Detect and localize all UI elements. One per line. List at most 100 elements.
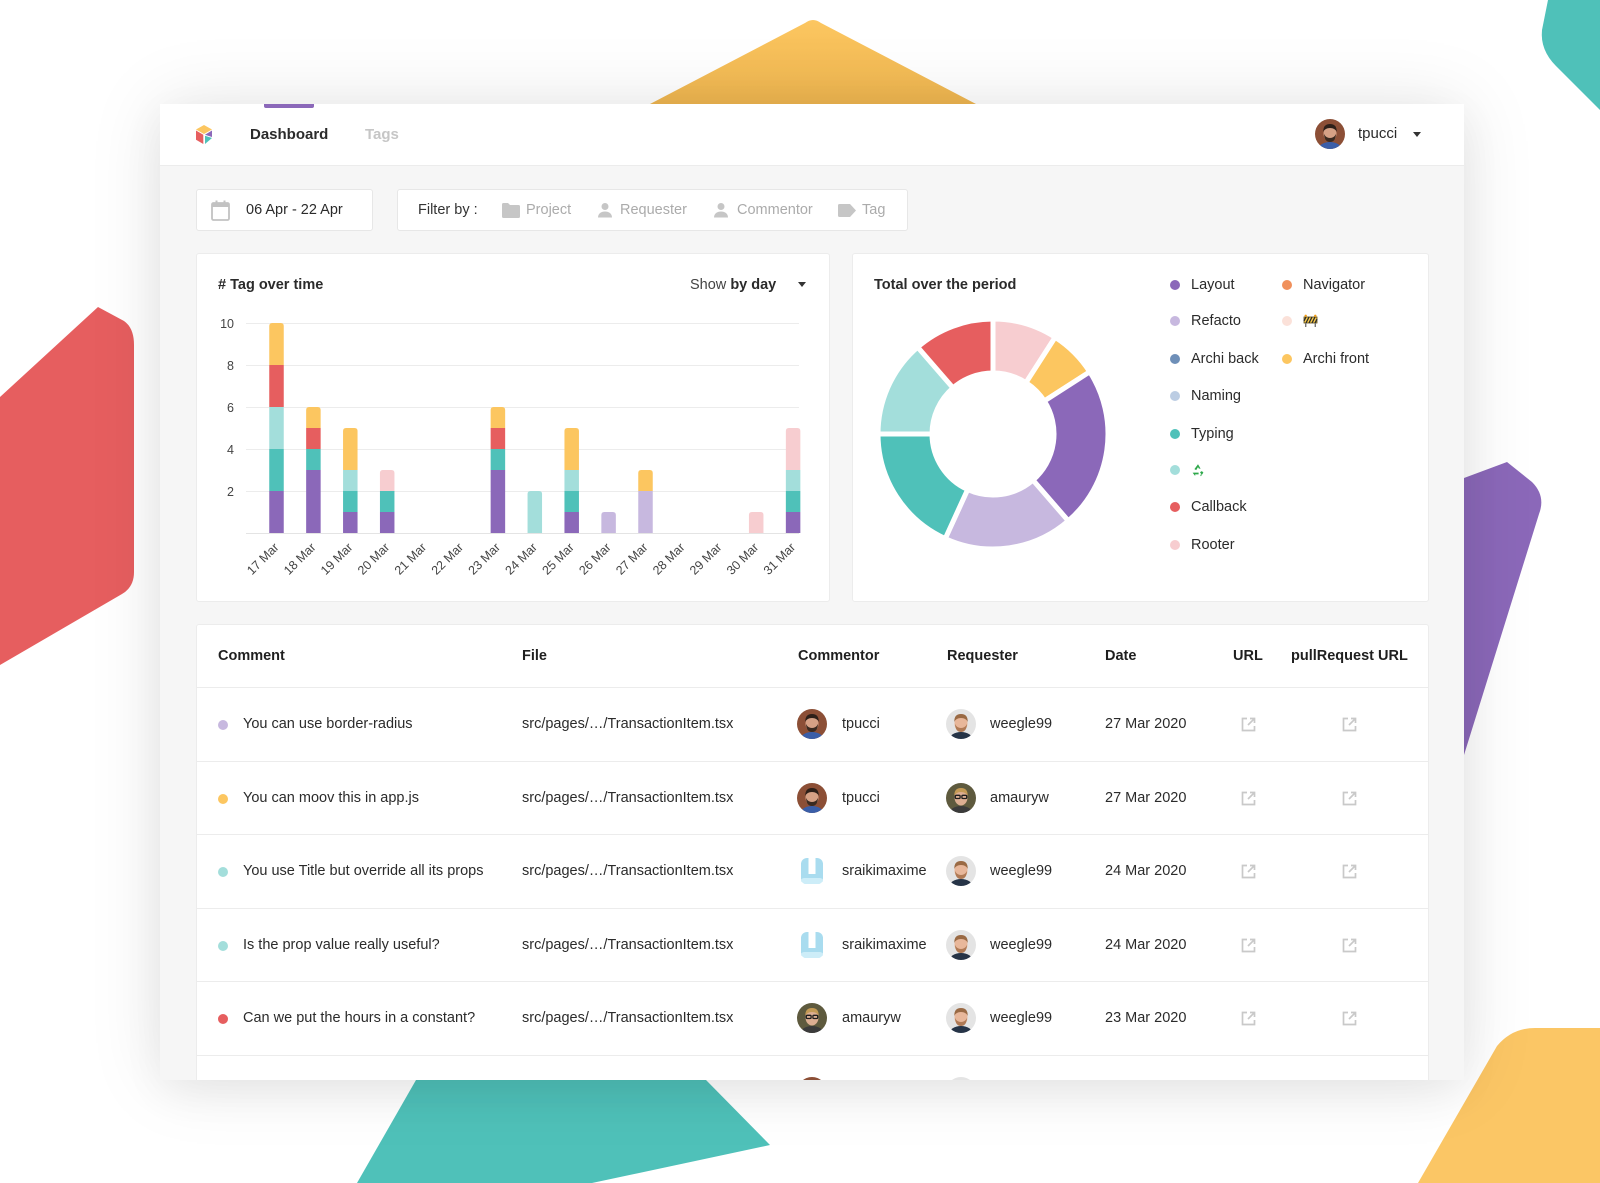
bar-segment[interactable]	[269, 365, 284, 407]
cube-logo-icon[interactable]	[194, 124, 214, 146]
bar-stack[interactable]	[379, 470, 395, 533]
legend-item[interactable]: Archi back	[1170, 349, 1280, 369]
table-row[interactable]: You can use border-radius src/pages/…/Tr…	[197, 687, 1428, 761]
bar-segment[interactable]	[306, 470, 321, 533]
donut-chart	[875, 316, 1111, 552]
bar-segment[interactable]	[379, 512, 395, 533]
external-link-icon[interactable]	[1341, 863, 1358, 880]
bar-segment[interactable]	[269, 407, 284, 449]
show-by-dropdown[interactable]: Show by day	[690, 275, 810, 295]
external-link-icon[interactable]	[1240, 863, 1257, 880]
column-header-comment[interactable]: Comment	[218, 648, 285, 664]
bar-segment[interactable]	[343, 512, 358, 533]
chevron-down-icon[interactable]	[1413, 132, 1421, 137]
legend-item[interactable]: Navigator	[1282, 275, 1392, 295]
bar-segment[interactable]	[785, 470, 801, 491]
bar-segment[interactable]	[564, 512, 579, 533]
bar-stack[interactable]	[343, 428, 358, 533]
bar-segment[interactable]	[564, 491, 579, 512]
user-name[interactable]: tpucci	[1358, 125, 1398, 142]
bar-stack[interactable]	[785, 428, 801, 533]
donut-slice[interactable]	[875, 431, 971, 542]
bar-segment[interactable]	[343, 470, 358, 491]
external-link-icon[interactable]	[1341, 1010, 1358, 1027]
bar-segment[interactable]	[306, 428, 321, 449]
bar-segment[interactable]	[379, 491, 395, 512]
bar-segment[interactable]	[564, 428, 579, 470]
external-link-icon[interactable]	[1240, 716, 1257, 733]
legend-item[interactable]: Naming	[1170, 386, 1280, 406]
construction-icon	[1303, 314, 1318, 327]
bar-segment[interactable]	[269, 491, 284, 533]
bar-segment[interactable]	[343, 428, 358, 470]
external-link-icon[interactable]	[1341, 937, 1358, 954]
bar-segment[interactable]	[527, 491, 543, 533]
legend-item[interactable]: Typing	[1170, 424, 1280, 444]
bar-segment[interactable]	[490, 470, 506, 533]
chevron-down-icon[interactable]	[798, 282, 806, 287]
bar-segment[interactable]	[601, 512, 616, 533]
external-link-icon[interactable]	[1240, 1010, 1257, 1027]
bar-segment[interactable]	[306, 449, 321, 470]
legend-item[interactable]	[1170, 460, 1280, 480]
bar-segment[interactable]	[269, 323, 284, 365]
bar-segment[interactable]	[785, 512, 801, 533]
legend-item[interactable]: Refacto	[1170, 311, 1280, 331]
date-range-picker[interactable]: 06 Apr - 22 Apr	[196, 189, 373, 231]
donut-slice[interactable]	[1029, 368, 1111, 525]
legend-item[interactable]: Callback	[1170, 497, 1280, 517]
external-link-icon[interactable]	[1341, 716, 1358, 733]
bar-stack[interactable]	[638, 470, 653, 533]
external-link-icon[interactable]	[1240, 937, 1257, 954]
bar-segment[interactable]	[785, 491, 801, 512]
bar-stack[interactable]	[527, 491, 543, 533]
legend-item[interactable]	[1282, 311, 1392, 331]
table-row[interactable]: Is the prop value really useful? src/pag…	[197, 907, 1428, 982]
bar-segment[interactable]	[306, 407, 321, 428]
column-header-pull-request-url[interactable]: pullRequest URL	[1291, 648, 1408, 664]
bar-segment[interactable]	[343, 491, 358, 512]
tab-tags[interactable]: Tags	[365, 126, 399, 143]
active-tab-indicator	[264, 104, 314, 108]
bar-segment[interactable]	[748, 512, 764, 533]
bar-segment[interactable]	[490, 449, 506, 470]
external-link-icon[interactable]	[1240, 790, 1257, 807]
bar-stack[interactable]	[306, 407, 321, 533]
file-path: src/pages/…/TransactionItem.tsx	[522, 716, 734, 732]
user-avatar[interactable]	[1315, 119, 1345, 149]
bar-segment[interactable]	[785, 428, 801, 470]
x-tick-label: 28 Mar	[650, 540, 687, 577]
bar-stack[interactable]	[490, 407, 506, 533]
column-header-date[interactable]: Date	[1105, 648, 1137, 664]
bar-segment[interactable]	[379, 470, 395, 491]
bar-segment[interactable]	[490, 407, 506, 428]
table-row-partial[interactable]	[197, 1054, 1428, 1080]
legend-label: Rooter	[1191, 537, 1235, 553]
bar-stack[interactable]	[748, 512, 764, 533]
legend-item[interactable]: Archi front	[1282, 349, 1392, 369]
table-row[interactable]: You can moov this in app.js src/pages/…/…	[197, 760, 1428, 835]
column-header-url[interactable]: URL	[1233, 648, 1263, 664]
legend-item[interactable]: Rooter	[1170, 535, 1280, 555]
filter-commentor-label: Commentor	[737, 202, 813, 218]
bar-stack[interactable]	[564, 428, 579, 533]
bar-segment[interactable]	[490, 428, 506, 449]
column-header-requester[interactable]: Requester	[947, 648, 1018, 664]
x-tick-label: 26 Mar	[576, 540, 613, 577]
external-link-icon[interactable]	[1341, 790, 1358, 807]
tab-dashboard[interactable]: Dashboard	[250, 126, 329, 143]
bar-segment[interactable]	[638, 470, 653, 491]
donut-slice[interactable]	[914, 316, 996, 392]
legend-label: Layout	[1191, 277, 1235, 293]
table-row[interactable]: You use Title but override all its props…	[197, 834, 1428, 908]
bar-segment[interactable]	[564, 470, 579, 491]
table-row[interactable]: Can we put the hours in a constant? src/…	[197, 981, 1428, 1055]
column-header-commentor[interactable]: Commentor	[798, 648, 880, 664]
bar-segment[interactable]	[638, 491, 653, 533]
bar-stack[interactable]	[269, 323, 284, 533]
column-header-file[interactable]: File	[522, 648, 547, 664]
legend-item[interactable]: Layout	[1170, 275, 1280, 295]
bar-segment[interactable]	[269, 449, 284, 491]
person-avatar-icon	[797, 1076, 827, 1080]
bar-stack[interactable]	[601, 512, 616, 533]
